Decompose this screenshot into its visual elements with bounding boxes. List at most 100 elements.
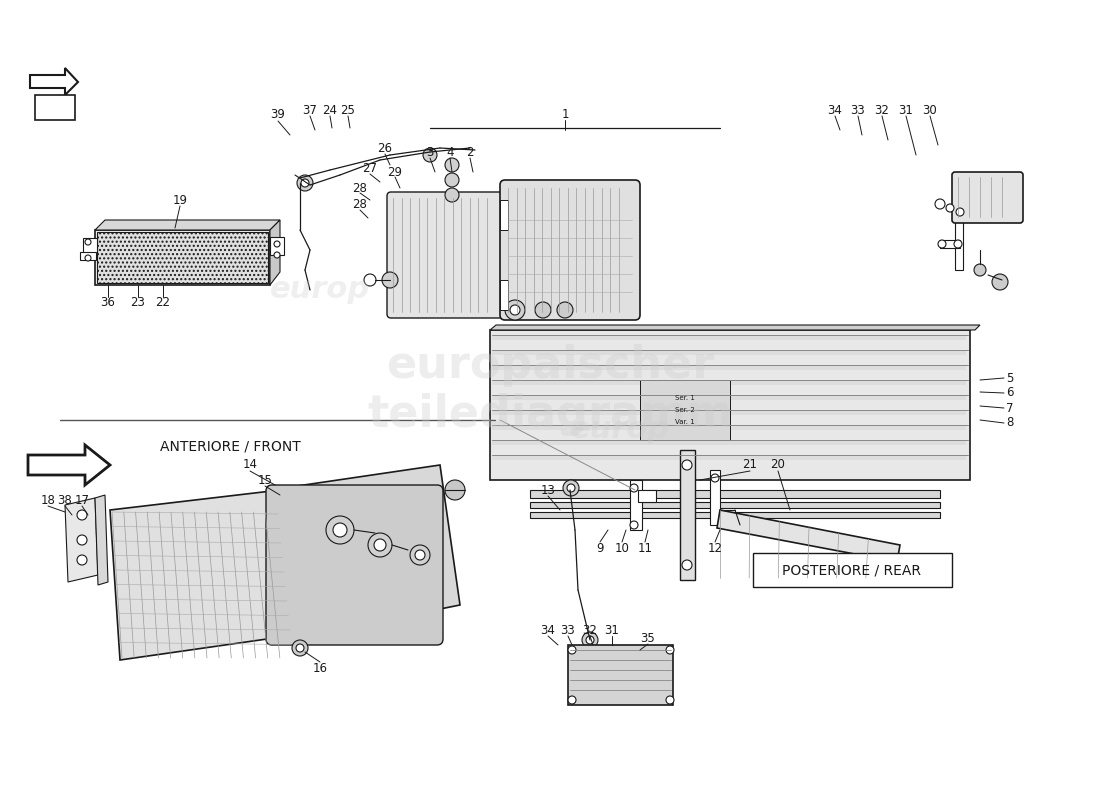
- Text: 1: 1: [561, 109, 569, 122]
- Circle shape: [586, 636, 594, 644]
- Circle shape: [77, 535, 87, 545]
- Bar: [97, 232, 268, 283]
- Text: 15: 15: [257, 474, 273, 486]
- Polygon shape: [680, 450, 695, 580]
- Text: 5: 5: [1006, 371, 1014, 385]
- Bar: [270, 237, 284, 255]
- Text: 30: 30: [923, 103, 937, 117]
- Bar: [710, 470, 720, 525]
- Bar: [640, 380, 730, 440]
- Text: Ser. 1: Ser. 1: [675, 395, 695, 401]
- Circle shape: [938, 240, 946, 248]
- Text: 14: 14: [242, 458, 257, 471]
- Circle shape: [446, 158, 459, 172]
- Bar: [492, 425, 966, 430]
- Circle shape: [630, 484, 638, 492]
- FancyBboxPatch shape: [500, 180, 640, 320]
- Text: 27: 27: [363, 162, 377, 174]
- Polygon shape: [95, 220, 280, 230]
- Text: 32: 32: [874, 103, 890, 117]
- Circle shape: [566, 484, 575, 492]
- Circle shape: [77, 510, 87, 520]
- Text: 23: 23: [131, 297, 145, 310]
- Circle shape: [582, 632, 598, 648]
- Bar: [530, 512, 940, 518]
- Polygon shape: [270, 465, 460, 640]
- Circle shape: [630, 521, 638, 529]
- Bar: [82, 238, 97, 256]
- FancyBboxPatch shape: [952, 172, 1023, 223]
- Bar: [492, 380, 966, 385]
- Circle shape: [666, 646, 674, 654]
- Text: 24: 24: [322, 103, 338, 117]
- Polygon shape: [717, 510, 900, 562]
- Circle shape: [297, 175, 313, 191]
- Circle shape: [364, 274, 376, 286]
- Bar: [492, 335, 966, 340]
- Text: 8: 8: [1006, 417, 1014, 430]
- Circle shape: [274, 252, 280, 258]
- Circle shape: [954, 240, 962, 248]
- Bar: [530, 490, 940, 498]
- Circle shape: [711, 474, 719, 482]
- Circle shape: [505, 300, 525, 320]
- Text: 37: 37: [302, 103, 318, 117]
- Circle shape: [292, 640, 308, 656]
- Text: 13: 13: [540, 483, 556, 497]
- Text: 21: 21: [742, 458, 758, 471]
- Circle shape: [301, 179, 309, 187]
- Circle shape: [374, 539, 386, 551]
- Text: POSTERIORE / REAR: POSTERIORE / REAR: [782, 563, 922, 577]
- Circle shape: [77, 555, 87, 565]
- Polygon shape: [95, 495, 108, 585]
- Text: 34: 34: [827, 103, 843, 117]
- Polygon shape: [30, 68, 78, 95]
- Text: 31: 31: [605, 623, 619, 637]
- Circle shape: [992, 274, 1008, 290]
- Bar: [492, 440, 966, 445]
- Polygon shape: [110, 490, 295, 660]
- Polygon shape: [65, 498, 98, 582]
- Text: europaischer
teilediagramm: europaischer teilediagramm: [367, 344, 733, 437]
- Text: 22: 22: [155, 297, 170, 310]
- Bar: [490, 330, 970, 480]
- Circle shape: [974, 264, 986, 276]
- Polygon shape: [270, 220, 280, 285]
- Text: 19: 19: [173, 194, 187, 206]
- Polygon shape: [490, 325, 980, 330]
- Text: 32: 32: [583, 623, 597, 637]
- Circle shape: [446, 480, 465, 500]
- Circle shape: [666, 696, 674, 704]
- Bar: [568, 645, 673, 705]
- Text: 36: 36: [100, 297, 116, 310]
- Text: 31: 31: [899, 103, 913, 117]
- Circle shape: [557, 302, 573, 318]
- Text: 2: 2: [466, 146, 474, 158]
- Bar: [492, 410, 966, 415]
- Text: europ: europ: [270, 275, 370, 305]
- Bar: [500, 200, 508, 230]
- Circle shape: [563, 480, 579, 496]
- Circle shape: [85, 239, 91, 245]
- Bar: [80, 252, 96, 260]
- Text: europ: europ: [570, 415, 670, 445]
- Text: 7: 7: [1006, 402, 1014, 414]
- Bar: [630, 480, 642, 530]
- Text: 25: 25: [341, 103, 355, 117]
- Text: 9: 9: [596, 542, 604, 554]
- Text: 11: 11: [638, 542, 652, 554]
- Text: 20: 20: [771, 458, 785, 471]
- Bar: [492, 395, 966, 400]
- Text: Var. 1: Var. 1: [675, 419, 695, 425]
- Bar: [492, 365, 966, 370]
- Circle shape: [446, 173, 459, 187]
- Circle shape: [510, 305, 520, 315]
- FancyBboxPatch shape: [754, 553, 952, 587]
- Circle shape: [956, 208, 964, 216]
- Bar: [95, 230, 270, 285]
- Bar: [955, 220, 962, 270]
- Bar: [530, 502, 940, 508]
- Bar: [492, 350, 966, 355]
- Text: Ser. 2: Ser. 2: [675, 407, 695, 413]
- Circle shape: [935, 199, 945, 209]
